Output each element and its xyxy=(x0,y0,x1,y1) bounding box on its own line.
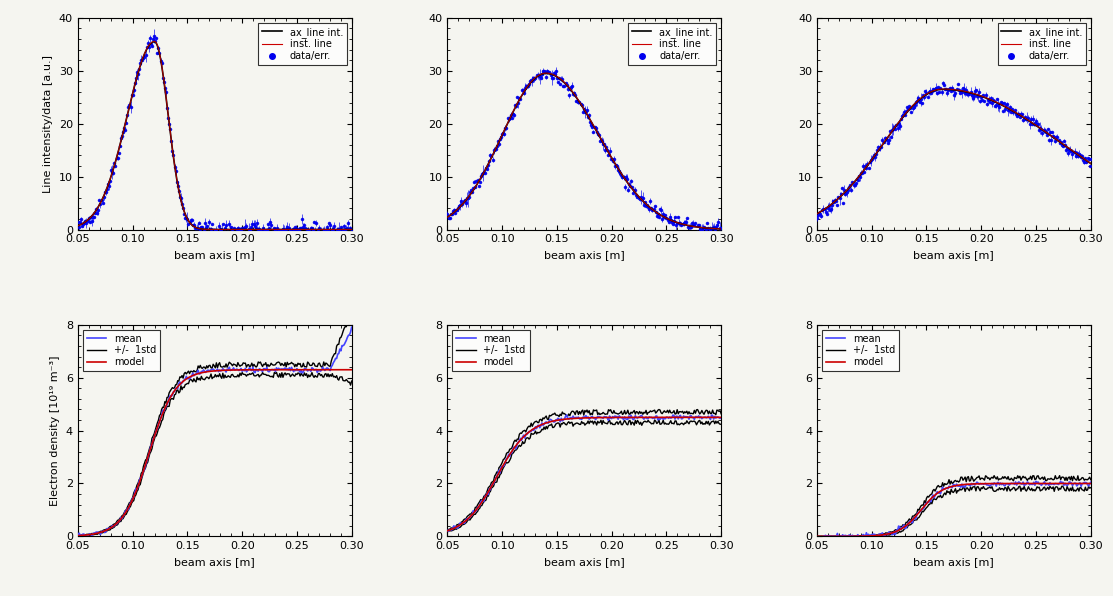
Legend: mean, +/-  1std, model: mean, +/- 1std, model xyxy=(82,330,160,371)
X-axis label: beam axis [m]: beam axis [m] xyxy=(544,250,624,260)
Legend: ax_line int., inst. line, data/err.: ax_line int., inst. line, data/err. xyxy=(997,23,1086,66)
X-axis label: beam axis [m]: beam axis [m] xyxy=(914,557,994,567)
Legend: mean, +/-  1std, model: mean, +/- 1std, model xyxy=(821,330,899,371)
X-axis label: beam axis [m]: beam axis [m] xyxy=(175,250,255,260)
X-axis label: beam axis [m]: beam axis [m] xyxy=(175,557,255,567)
X-axis label: beam axis [m]: beam axis [m] xyxy=(914,250,994,260)
Legend: mean, +/-  1std, model: mean, +/- 1std, model xyxy=(452,330,530,371)
Y-axis label: Electron density [10¹⁹ m⁻³]: Electron density [10¹⁹ m⁻³] xyxy=(50,355,60,506)
X-axis label: beam axis [m]: beam axis [m] xyxy=(544,557,624,567)
Y-axis label: Line intensity/data [a.u.]: Line intensity/data [a.u.] xyxy=(43,55,53,193)
Legend: ax_line int., inst. line, data/err.: ax_line int., inst. line, data/err. xyxy=(628,23,717,66)
Legend: ax_line int., inst. line, data/err.: ax_line int., inst. line, data/err. xyxy=(258,23,347,66)
